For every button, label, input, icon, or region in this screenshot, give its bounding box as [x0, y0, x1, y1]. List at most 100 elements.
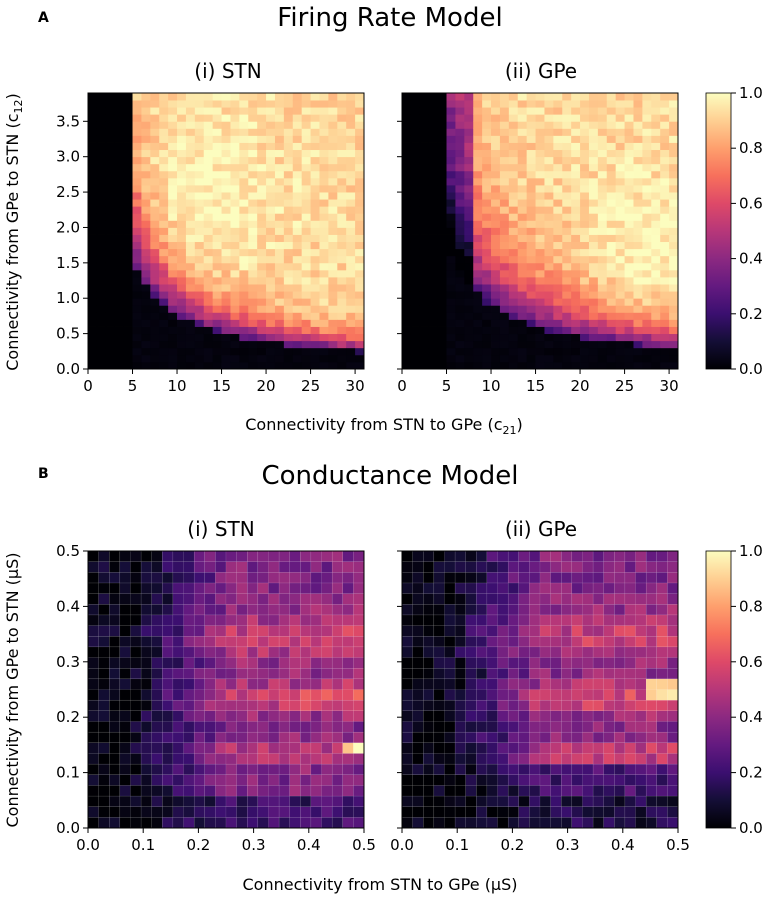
heatmap-cell	[204, 667, 216, 680]
heatmap-cell	[529, 795, 541, 807]
heatmap-cell	[185, 227, 196, 235]
heatmap-cell	[437, 361, 447, 370]
heatmap-cell	[257, 149, 267, 158]
heatmap-cell	[183, 625, 195, 637]
heatmap-cell	[635, 657, 647, 669]
heatmap-cell	[230, 206, 240, 214]
heatmap-cell	[517, 149, 528, 158]
heatmap-cell	[239, 361, 249, 370]
heatmap-cell	[614, 785, 626, 797]
heatmap-cell	[476, 731, 488, 743]
heatmap-cell	[225, 572, 237, 584]
x-tick-label: 0.3	[242, 836, 266, 854]
heatmap-cell	[444, 710, 456, 722]
heatmap-cell	[550, 774, 562, 786]
heatmap-cell	[423, 678, 435, 690]
heatmap-cell	[132, 241, 142, 250]
heatmap-cell	[642, 305, 652, 313]
heatmap-cell	[123, 135, 133, 143]
heatmap-cell	[561, 657, 573, 669]
heatmap-cell	[624, 319, 634, 327]
heatmap-cell	[132, 269, 142, 278]
heatmap-cell	[168, 192, 178, 200]
heatmap-cell	[337, 121, 347, 129]
heatmap-cell	[230, 100, 240, 108]
heatmap-cell	[355, 114, 365, 122]
heatmap-cell	[114, 255, 125, 264]
heatmap-cell	[215, 667, 227, 680]
heatmap-cell	[454, 806, 466, 818]
heatmap-cell	[582, 614, 594, 626]
heatmap-cell	[588, 248, 599, 257]
heatmap-cell	[266, 298, 276, 306]
heatmap-cell	[465, 817, 477, 829]
heatmap-cell	[614, 753, 626, 765]
heatmap-cell	[615, 255, 625, 264]
heatmap-cell	[507, 572, 519, 584]
heatmap-cell	[550, 582, 562, 594]
heatmap-cell	[266, 291, 276, 299]
heatmap-cell	[88, 192, 98, 200]
heatmap-cell	[642, 135, 652, 143]
heatmap-cell	[105, 185, 116, 193]
heatmap-cell	[544, 319, 554, 327]
heatmap-cell	[283, 163, 294, 172]
heatmap-cell	[645, 721, 657, 733]
heatmap-cell	[669, 93, 679, 101]
heatmap-cell	[283, 213, 294, 221]
heatmap-cell	[428, 354, 439, 363]
heatmap-cell	[580, 262, 590, 271]
heatmap-cell	[310, 550, 322, 562]
heatmap-cell	[346, 248, 356, 257]
heatmap-cell	[162, 604, 174, 616]
heatmap-cell	[526, 220, 536, 228]
heatmap-cell	[221, 213, 231, 221]
heatmap-cell	[172, 550, 184, 562]
heatmap-cell	[310, 817, 322, 829]
heatmap-cell	[497, 550, 509, 562]
heatmap-cell	[635, 763, 647, 775]
heatmap-cell	[248, 177, 258, 186]
heatmap-cell	[401, 763, 413, 775]
heatmap-cell	[230, 269, 240, 278]
heatmap-cell	[105, 277, 116, 285]
heatmap-cell	[517, 333, 528, 342]
heatmap-cell	[98, 636, 110, 648]
heatmap-cell	[401, 667, 413, 680]
heatmap-cell	[508, 298, 519, 306]
heatmap-cell	[151, 614, 163, 626]
heatmap-cell	[482, 255, 492, 264]
heatmap-cell	[301, 305, 311, 313]
heatmap-cell	[141, 234, 151, 243]
heatmap-cell	[278, 604, 290, 616]
heatmap-cell	[642, 361, 652, 370]
heatmap-cell	[274, 298, 285, 306]
heatmap-cell	[123, 199, 133, 207]
heatmap-cell	[473, 156, 483, 165]
heatmap-cell	[346, 121, 356, 129]
heatmap-cell	[248, 199, 258, 207]
heatmap-cell	[159, 199, 169, 207]
heatmap-cell	[203, 121, 214, 129]
heatmap-cell	[656, 731, 668, 743]
heatmap-cell	[651, 319, 661, 327]
heatmap-cell	[624, 678, 636, 690]
heatmap-cell	[535, 291, 545, 299]
heatmap-cell	[433, 593, 445, 605]
heatmap-cell	[289, 710, 301, 722]
heatmap-cell	[571, 625, 583, 637]
x-tick-label: 30	[346, 377, 365, 395]
heatmap-cell	[476, 806, 488, 818]
heatmap-cell	[172, 646, 184, 658]
heatmap-cell	[465, 763, 477, 775]
heatmap-cell	[300, 699, 312, 712]
heatmap-cell	[571, 262, 581, 271]
heatmap-cell	[283, 241, 294, 250]
heatmap-cell	[651, 128, 661, 136]
heatmap-cell	[571, 305, 581, 313]
heatmap-cell	[582, 763, 594, 775]
heatmap-cell	[482, 277, 492, 285]
heatmap-cell	[482, 206, 492, 214]
heatmap-cell	[550, 689, 562, 701]
heatmap-cell	[529, 550, 541, 562]
